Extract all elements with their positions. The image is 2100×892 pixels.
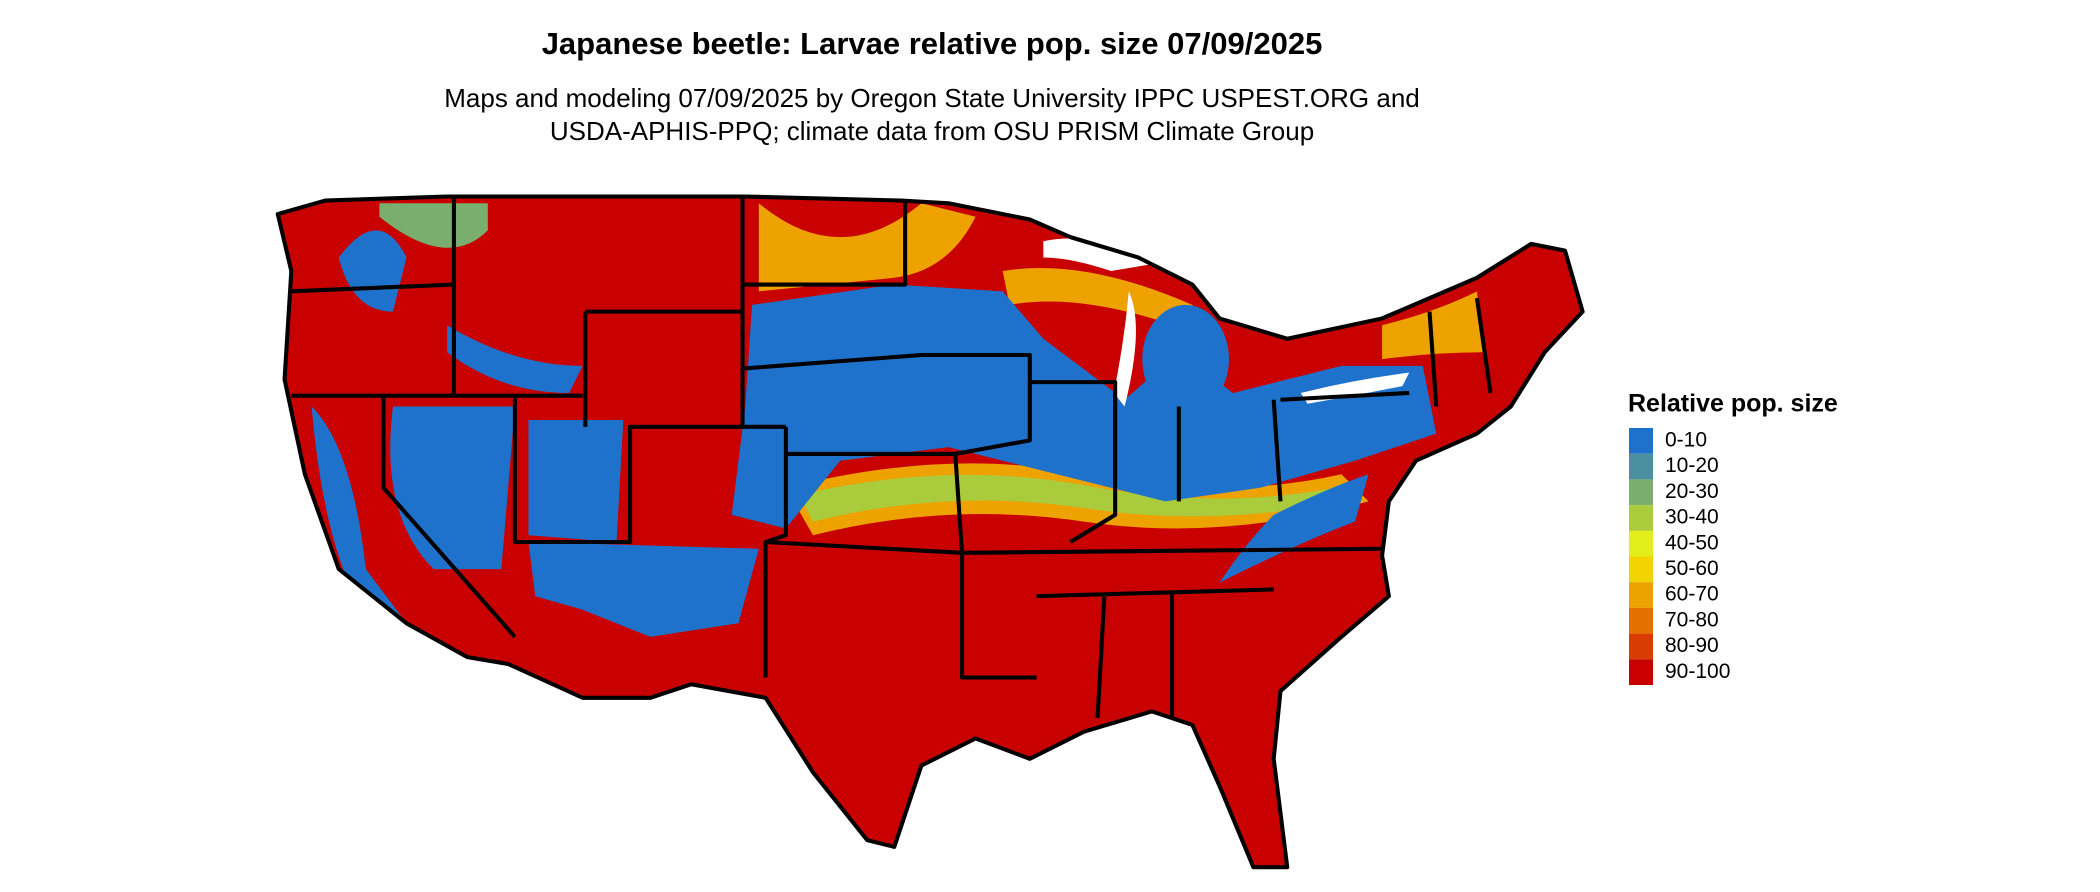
map-subtitle: USDA-APHIS-PPQ; climate data from OSU PR… <box>550 116 1314 146</box>
legend-label: 50-60 <box>1665 557 1719 580</box>
lake <box>1043 238 1152 271</box>
legend-swatch <box>1629 556 1653 583</box>
legend-label: 0-10 <box>1665 429 1707 452</box>
map-raster <box>277 196 1583 868</box>
legend-label: 80-90 <box>1665 634 1719 657</box>
legend-label: 90-100 <box>1665 660 1730 683</box>
lake <box>1113 291 1136 407</box>
legend-label: 60-70 <box>1665 583 1719 606</box>
us-map <box>275 194 1585 870</box>
legend-swatch <box>1629 530 1653 557</box>
legend-swatch <box>1629 607 1653 634</box>
legend-swatch <box>1629 582 1653 608</box>
legend-swatch <box>1629 479 1653 506</box>
state-borders <box>291 196 1493 719</box>
map-title: Japanese beetle: Larvae relative pop. si… <box>542 26 1323 61</box>
legend-swatch <box>1629 453 1653 480</box>
country-outline <box>275 194 1585 870</box>
legend-label: 70-80 <box>1665 608 1719 631</box>
legend-title: Relative pop. size <box>1628 390 1838 418</box>
legend-swatch <box>1629 428 1653 454</box>
legend-swatch <box>1629 633 1653 660</box>
legend-label: 20-30 <box>1665 480 1719 503</box>
legend-label: 30-40 <box>1665 506 1719 529</box>
legend-label: 10-20 <box>1665 454 1719 477</box>
legend-swatch <box>1629 505 1653 531</box>
legend-swatch <box>1629 659 1653 685</box>
legend-label: 40-50 <box>1665 531 1719 554</box>
map-subtitle: Maps and modeling 07/09/2025 by Oregon S… <box>444 83 1420 113</box>
